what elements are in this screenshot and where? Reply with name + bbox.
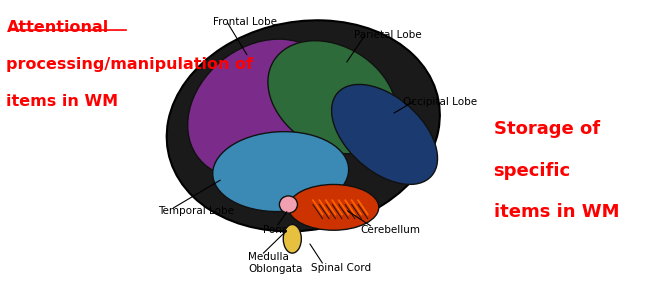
Text: items in WM: items in WM: [494, 203, 619, 221]
Ellipse shape: [213, 132, 349, 212]
Ellipse shape: [288, 184, 379, 230]
Text: items in WM: items in WM: [7, 94, 119, 109]
Ellipse shape: [283, 225, 301, 253]
Ellipse shape: [167, 20, 440, 231]
Text: Pons: Pons: [263, 225, 288, 235]
Text: specific: specific: [494, 162, 570, 180]
Text: Temporal Lobe: Temporal Lobe: [158, 206, 234, 217]
Ellipse shape: [188, 39, 335, 178]
Text: Spinal Cord: Spinal Cord: [311, 263, 371, 273]
Ellipse shape: [280, 196, 297, 213]
Text: Storage of: Storage of: [494, 120, 600, 138]
Text: Frontal Lobe: Frontal Lobe: [213, 17, 277, 27]
Text: Medulla
Oblongata: Medulla Oblongata: [248, 252, 303, 274]
Text: processing/manipulation of: processing/manipulation of: [7, 57, 254, 72]
Text: Attentional: Attentional: [7, 20, 109, 35]
Ellipse shape: [268, 41, 396, 154]
Text: Occipital Lobe: Occipital Lobe: [404, 97, 477, 107]
Text: Cerebellum: Cerebellum: [360, 225, 420, 235]
Ellipse shape: [332, 84, 437, 184]
Text: Parietal Lobe: Parietal Lobe: [353, 30, 421, 40]
